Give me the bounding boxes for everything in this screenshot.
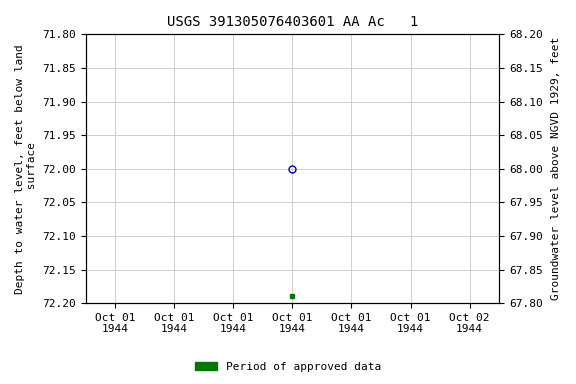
- Y-axis label: Depth to water level, feet below land
 surface: Depth to water level, feet below land su…: [15, 44, 37, 294]
- Title: USGS 391305076403601 AA Ac   1: USGS 391305076403601 AA Ac 1: [167, 15, 418, 29]
- Y-axis label: Groundwater level above NGVD 1929, feet: Groundwater level above NGVD 1929, feet: [551, 37, 561, 300]
- Legend: Period of approved data: Period of approved data: [191, 358, 385, 377]
